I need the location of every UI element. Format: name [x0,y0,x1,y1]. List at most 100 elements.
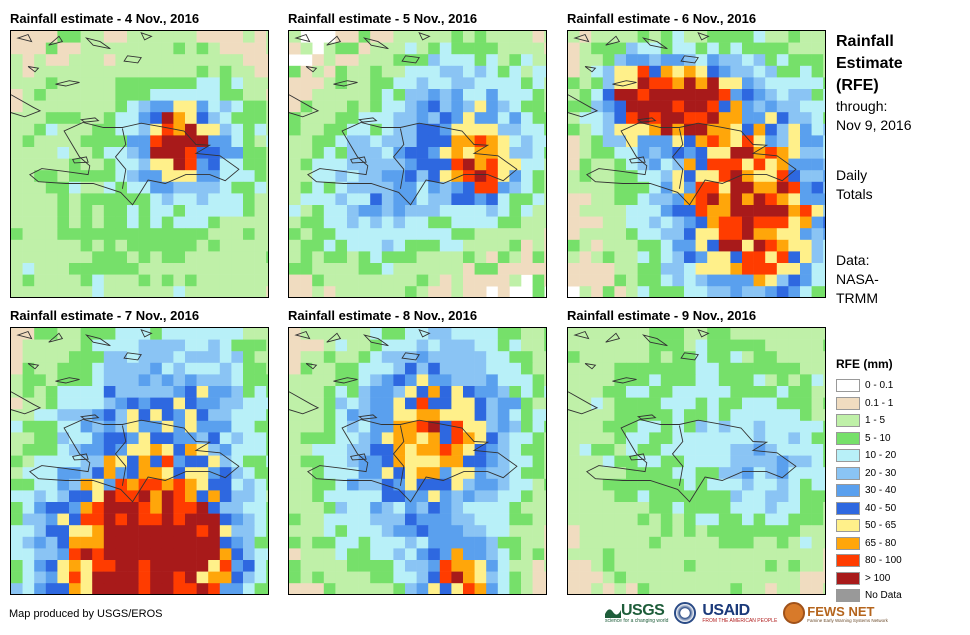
rainfall-cell [231,286,244,297]
rainfall-cell [707,31,720,43]
rainfall-cell [660,525,673,538]
rainfall-cell [568,228,580,241]
rainfall-cell [173,444,186,456]
legend-swatch [836,379,860,393]
rainfall-cell [335,77,348,90]
rainfall-cell [579,65,592,78]
rainfall-cell [57,386,70,398]
rainfall-cell [509,274,522,287]
rainfall-cell [185,409,197,422]
rainfall-cell [637,328,650,340]
rainfall-cell [34,571,47,584]
rainfall-cell [753,536,766,549]
rainfall-cell [451,89,464,101]
rainfall-cell [57,147,70,159]
rainfall-cell [730,525,743,538]
rainfall-cell [335,583,348,594]
rainfall-cell [532,216,545,229]
rainfall-cell [544,525,546,538]
dhs-seal-icon [674,602,697,624]
rainfall-cell [544,89,546,101]
rainfall-cell [323,362,336,375]
rainfall-cell [393,286,406,297]
rainfall-cell [463,112,475,125]
rainfall-cell [451,239,464,252]
rainfall-cell [463,560,475,572]
rainfall-cell [614,490,627,503]
rainfall-cell [707,328,720,340]
rainfall-cell [103,100,116,113]
rainfall-cell [208,513,221,526]
rainfall-cell [161,583,174,594]
rainfall-cell [393,170,406,183]
rainfall-cell [614,467,627,480]
rainfall-cell [289,216,301,229]
rainfall-cell [672,123,685,136]
rainfall-cell [486,525,499,538]
rainfall-cell [393,513,406,526]
rainfall-cell [381,490,394,503]
rainfall-cell [463,455,475,468]
rainfall-cell [765,362,778,375]
rainfall-cell [150,328,163,340]
rainfall-cell [370,328,383,340]
rainfall-cell [474,583,487,594]
rainfall-cell [765,432,778,445]
island-coastline [401,352,420,361]
rainfall-cell [300,181,313,194]
rainfall-cell [742,228,754,241]
rainfall-cell [718,478,731,491]
rainfall-cell [11,502,23,514]
rainfall-cell [370,65,383,78]
rainfall-cell [335,362,348,375]
rainfall-cell [115,263,128,275]
rainfall-cell [243,31,255,43]
rainfall-cell [161,467,174,480]
legend-item: 20 - 30 [836,465,902,483]
rainfall-cell [127,502,139,514]
rainfall-cell [405,467,417,480]
rainfall-cell [451,170,464,183]
rainfall-cell [208,251,221,264]
rainfall-cell [463,205,475,217]
rainfall-cell [672,525,685,538]
rainfall-cell [707,112,720,125]
rainfall-cell [451,274,464,287]
rainfall-cell [579,158,592,171]
rainfall-cell [684,455,696,468]
rainfall-cell [115,513,128,526]
rainfall-cell [138,490,151,503]
rainfall-cell [695,65,708,78]
rainfall-cell [138,147,151,159]
rainfall-cell [730,560,743,572]
rainfall-cell [823,467,825,480]
rainfall-cell [730,251,743,264]
rainfall-cell [335,239,348,252]
rainfall-cell [591,386,604,398]
country-border [392,128,405,189]
rainfall-cell [765,274,778,287]
rainfall-cell [115,89,128,101]
rainfall-cell [219,193,232,206]
rainfall-cell [532,274,545,287]
rainfall-cell [591,478,604,491]
usaid-wordmark: USAID [702,602,750,619]
rainfall-cell [347,571,359,584]
rainfall-cell [788,397,801,410]
rainfall-cell [672,193,685,206]
rainfall-cell [486,583,499,594]
rainfall-cell [69,444,81,456]
rainfall-cell [69,31,81,43]
rainfall-cell [788,54,801,67]
rainfall-cell [788,351,801,364]
rainfall-cell [115,228,128,241]
rainfall-cell [509,386,522,398]
rainfall-cell [439,54,452,67]
rainfall-cell [416,502,429,514]
rainfall-cell [323,274,336,287]
rainfall-cell [823,274,825,287]
rainfall-cell [695,467,708,480]
rainfall-cell [150,251,163,264]
rainfall-cell [532,135,545,148]
rainfall-cell [532,286,545,297]
